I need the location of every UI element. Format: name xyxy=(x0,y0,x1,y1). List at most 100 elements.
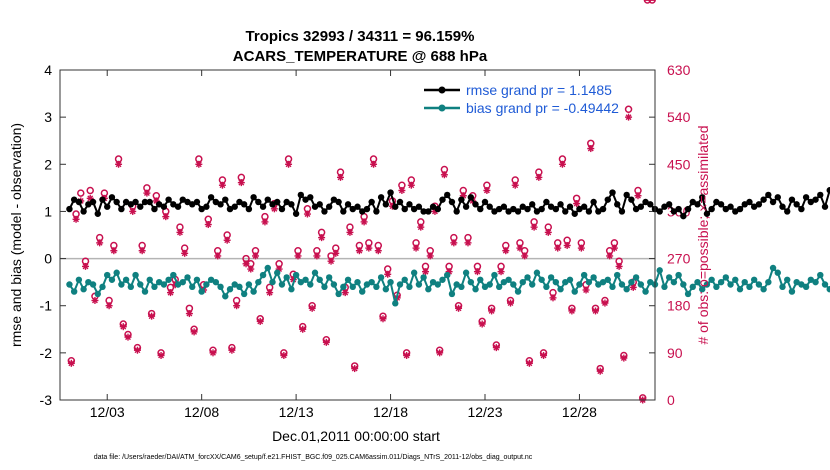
obs-assimilated-stroke xyxy=(474,268,481,275)
rmse-data-point xyxy=(104,203,111,210)
y2-axis-label: # of obs: o=possible; ×=assimilated xyxy=(695,125,711,344)
bias-data-point xyxy=(189,283,196,291)
rmse-data-point xyxy=(392,203,399,210)
bias-data-point xyxy=(614,271,621,279)
obs-assimilated-stroke xyxy=(332,250,339,257)
bias-data-point xyxy=(269,278,276,286)
bias-data-point xyxy=(807,276,815,283)
obs-assimilated-stroke xyxy=(346,229,353,236)
bias-data-point xyxy=(736,286,744,293)
obs-possible-point xyxy=(648,0,656,4)
y2-tick-label: 180 xyxy=(667,298,691,314)
rmse-data-point xyxy=(495,205,503,213)
obs-assimilated-stroke xyxy=(455,305,462,312)
bias-data-point xyxy=(543,283,550,291)
obs-assimilated-point xyxy=(190,328,198,336)
rmse-data-point xyxy=(354,203,361,210)
bias-data-point xyxy=(420,274,427,281)
bias-data-point xyxy=(264,264,271,272)
rmse-data-point xyxy=(746,198,753,206)
obs-assimilated-stroke xyxy=(148,313,155,320)
bias-data-point xyxy=(240,290,248,298)
y2-tick-label: 90 xyxy=(667,345,683,361)
obs-assimilated-stroke xyxy=(606,253,613,259)
obs-assimilated-stroke xyxy=(502,247,509,254)
rmse-data-point xyxy=(311,203,319,210)
rmse-data-point xyxy=(614,201,621,208)
rmse-data-point xyxy=(628,196,635,203)
rmse-data-point xyxy=(377,194,385,201)
rmse-data-point xyxy=(359,208,366,215)
obs-assimilated-point xyxy=(214,252,222,260)
obs-assimilated-stroke xyxy=(351,365,358,372)
rmse-data-point xyxy=(661,203,668,210)
rmse-data-point xyxy=(269,201,276,208)
obs-assimilated-point xyxy=(341,289,349,297)
rmse-data-point xyxy=(307,194,314,201)
obs-assimilated-stroke xyxy=(143,190,150,197)
bias-data-point xyxy=(127,283,135,291)
rmse-data-point xyxy=(637,203,645,210)
obs-assimilated-stroke xyxy=(238,179,245,186)
obs-assimilated-stroke xyxy=(413,245,420,252)
bias-data-point xyxy=(344,276,352,283)
rmse-data-point xyxy=(250,194,257,201)
rmse-data-point xyxy=(198,205,205,213)
rmse-data-point xyxy=(160,203,168,210)
bias-data-point xyxy=(392,300,399,307)
rmse-data-point xyxy=(302,196,309,203)
obs-assimilated-point xyxy=(511,181,519,189)
bias-data-point xyxy=(647,278,654,286)
obs-assimilated-point xyxy=(384,270,392,278)
bias-data-point xyxy=(226,286,234,293)
obs-assimilated-point xyxy=(72,215,80,223)
rmse-data-point xyxy=(75,198,83,206)
obs-assimilated-stroke xyxy=(611,245,618,252)
rmse-data-point xyxy=(316,201,323,208)
obs-assimilated-stroke xyxy=(531,224,538,231)
rmse-data-point xyxy=(552,205,560,213)
rmse-data-point xyxy=(184,198,191,206)
rmse-data-point xyxy=(439,196,446,203)
bias-data-point xyxy=(514,288,522,295)
bias-data-point xyxy=(510,281,517,288)
rmse-data-point xyxy=(491,208,498,215)
obs-assimilated-point xyxy=(370,160,378,168)
obs-assimilated-point xyxy=(601,299,609,307)
bias-data-point xyxy=(495,283,503,291)
y2-tick-label: 270 xyxy=(667,251,691,267)
bias-data-point xyxy=(500,278,508,286)
obs-assimilated-point xyxy=(105,302,113,310)
rmse-data-point xyxy=(779,203,786,210)
rmse-data-point xyxy=(798,205,805,213)
obs-assimilated-stroke xyxy=(545,229,552,236)
obs-assimilated-stroke xyxy=(134,347,141,354)
bias-data-point xyxy=(637,281,645,288)
bias-data-point xyxy=(363,281,371,288)
rmse-data-point xyxy=(373,208,380,215)
obs-assimilated-point xyxy=(228,346,236,354)
bias-data-point xyxy=(684,290,692,298)
obs-assimilated-point xyxy=(374,247,382,255)
bias-data-point xyxy=(222,293,229,300)
rmse-data-point xyxy=(529,201,536,208)
obs-assimilated-point xyxy=(422,268,429,276)
obs-assimilated-stroke xyxy=(365,245,372,252)
obs-assimilated-point xyxy=(308,304,316,312)
bias-data-point xyxy=(198,288,205,295)
obs-assimilated-stroke xyxy=(120,323,127,330)
obs-assimilated-stroke xyxy=(384,271,391,278)
rmse-data-point xyxy=(363,205,371,213)
bias-data-point xyxy=(415,281,423,288)
obs-assimilated-point xyxy=(360,218,368,226)
bias-data-point xyxy=(288,286,295,293)
bias-data-point xyxy=(137,281,144,288)
obs-assimilated-stroke xyxy=(186,310,193,317)
bias-data-point xyxy=(448,290,456,298)
rmse-data-point xyxy=(321,208,328,215)
bias-data-point xyxy=(151,283,158,291)
bias-data-point xyxy=(316,276,323,283)
obs-assimilated-point xyxy=(318,234,326,242)
obs-assimilated-stroke xyxy=(129,208,136,215)
obs-assimilated-stroke xyxy=(587,145,594,152)
